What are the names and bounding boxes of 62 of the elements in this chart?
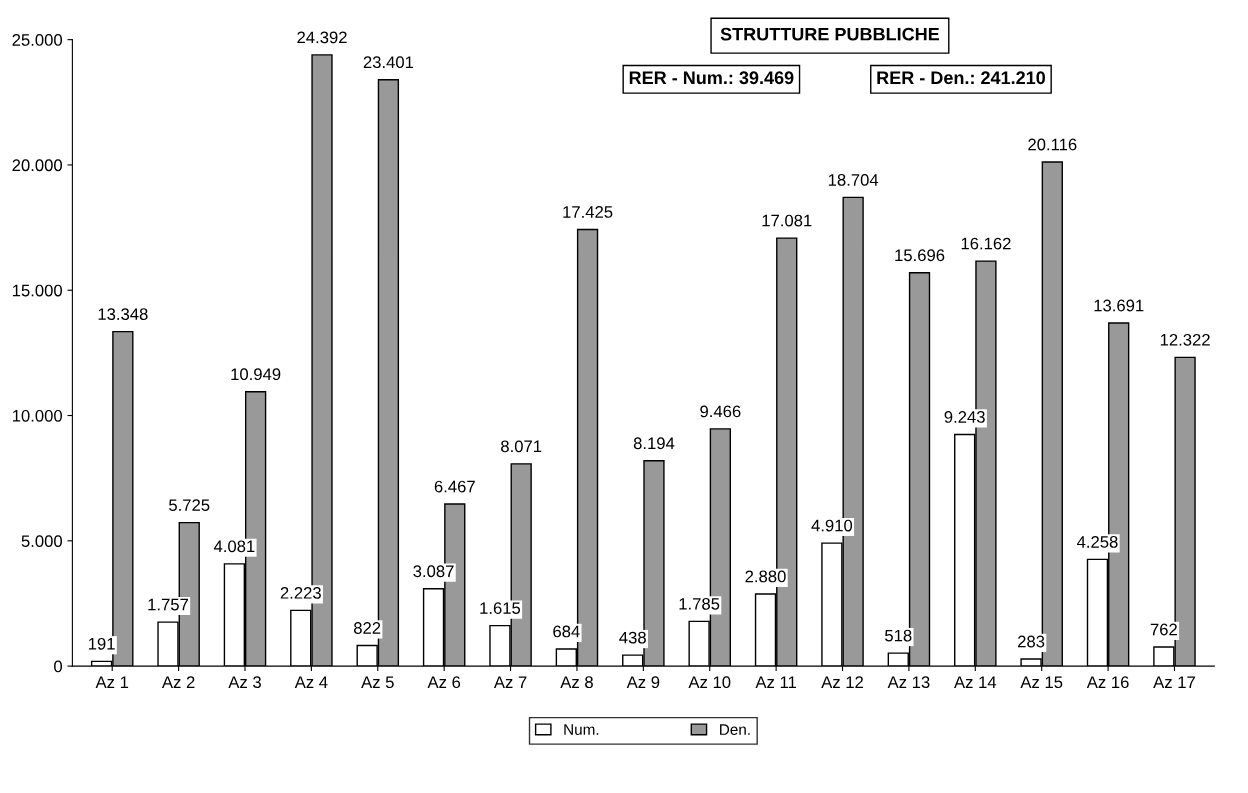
y-tick-label: 20.000 <box>12 159 63 172</box>
data-label: 3.087 <box>413 565 454 578</box>
data-label: 20.116 <box>1028 138 1077 151</box>
x-tick-label: Az 6 <box>427 676 461 689</box>
data-label: 10.949 <box>231 368 281 381</box>
data-label: 6.467 <box>434 480 475 493</box>
data-label: 8.194 <box>633 437 675 450</box>
data-label: 822 <box>353 622 381 634</box>
x-tick-label: Az 8 <box>560 676 593 689</box>
data-label: 15.696 <box>895 249 945 262</box>
data-label: 762 <box>1150 623 1177 636</box>
x-tick-label: Az 16 <box>1086 676 1129 689</box>
legend-label: Den. <box>720 724 750 735</box>
data-label: 24.392 <box>297 31 347 44</box>
data-label: 9.243 <box>944 411 985 423</box>
x-tick-label: Az 15 <box>1020 676 1063 689</box>
chart-title: STRUTTURE PUBBLICHE <box>720 27 940 41</box>
data-label: 283 <box>1018 635 1045 648</box>
data-label: 4.258 <box>1076 535 1118 548</box>
x-tick-label: Az 4 <box>294 676 328 688</box>
y-tick-label: 25.000 <box>12 34 63 46</box>
legend-label: Num. <box>564 724 599 735</box>
data-label: 1.615 <box>480 602 521 615</box>
x-tick-label: Az 1 <box>95 676 129 688</box>
data-label: 9.466 <box>700 405 741 418</box>
data-label: 1.785 <box>679 597 720 610</box>
x-tick-label: Az 17 <box>1153 676 1195 688</box>
x-tick-label: Az 9 <box>626 676 660 689</box>
data-label: 12.322 <box>1160 333 1210 346</box>
data-label: 191 <box>88 637 115 650</box>
x-tick-label: Az 5 <box>361 676 394 689</box>
data-label: 518 <box>885 629 912 642</box>
x-tick-label: Az 13 <box>887 676 930 689</box>
x-tick-label: Az 3 <box>228 676 261 689</box>
data-label: 4.910 <box>811 519 853 532</box>
data-label: 684 <box>553 625 580 638</box>
x-tick-label: Az 11 <box>755 676 797 688</box>
data-label: 13.348 <box>98 308 148 321</box>
x-tick-label: Az 10 <box>688 676 731 689</box>
data-label: 16.162 <box>961 237 1011 250</box>
data-label: 17.081 <box>762 214 812 227</box>
y-tick-label: 15.000 <box>12 284 63 297</box>
data-label: 23.401 <box>363 56 414 69</box>
annotation: RER - Num.: 39.469 <box>629 71 794 85</box>
data-label: 1.757 <box>148 598 189 611</box>
y-tick-label: 5.000 <box>21 535 63 548</box>
x-tick-label: Az 2 <box>161 676 195 688</box>
data-label: 13.691 <box>1094 299 1144 312</box>
data-label: 8.071 <box>501 440 542 453</box>
data-label: 438 <box>619 631 646 644</box>
x-tick-label: Az 12 <box>821 676 863 688</box>
data-label: 2.223 <box>280 586 321 599</box>
x-tick-label: Az 14 <box>954 676 997 688</box>
data-label: 5.725 <box>169 499 210 512</box>
y-tick-label: 10.000 <box>12 409 63 422</box>
x-tick-label: Az 7 <box>493 676 527 688</box>
y-tick-label: 0 <box>54 660 63 673</box>
data-label: 17.425 <box>563 206 613 218</box>
data-label: 2.880 <box>745 570 786 583</box>
data-label: 4.081 <box>213 540 255 553</box>
annotation: RER - Den.: 241.210 <box>877 71 1046 85</box>
data-label: 18.704 <box>828 173 879 186</box>
